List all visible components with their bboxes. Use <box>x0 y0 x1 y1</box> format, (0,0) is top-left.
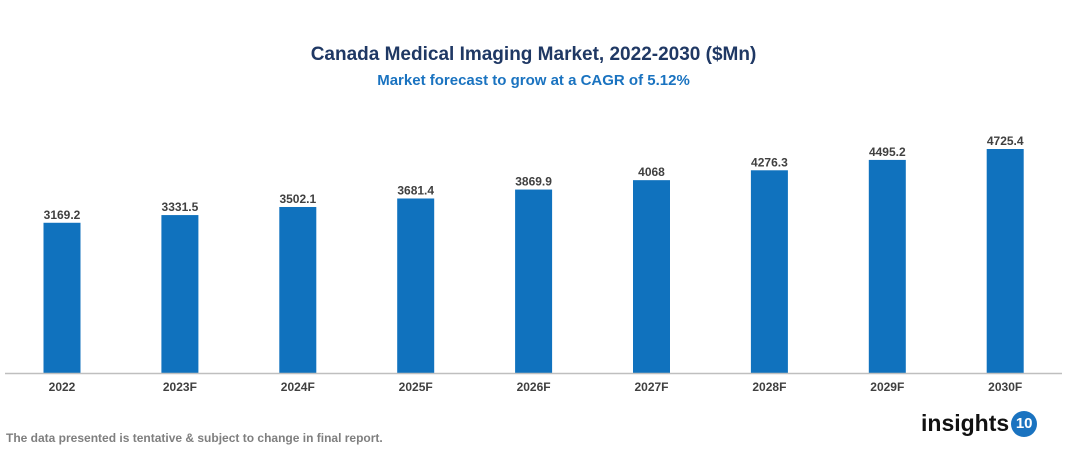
bar-2024F <box>279 206 317 373</box>
x-tick-label: 2025F <box>399 380 433 394</box>
logo-text: insights <box>921 410 1010 436</box>
x-tick-label: 2022 <box>49 380 76 394</box>
x-tick-label: 2027F <box>634 380 668 394</box>
data-label: 4068 <box>638 165 665 179</box>
bar-2022 <box>43 222 81 373</box>
x-tick-label: 2029F <box>870 380 904 394</box>
insights10-logo: insights 10 <box>921 410 1038 437</box>
data-label: 4276.3 <box>751 155 788 169</box>
chart-title: Canada Medical Imaging Market, 2022-2030… <box>310 44 757 65</box>
bar-2028F <box>750 170 788 373</box>
x-tick-label: 2024F <box>281 380 315 394</box>
bar-2023F <box>161 215 199 373</box>
bar-2030F <box>986 149 1024 373</box>
bar-2029F <box>868 159 906 373</box>
data-label: 3169.2 <box>44 208 81 222</box>
data-label: 4495.2 <box>869 145 906 159</box>
x-tick-label: 2028F <box>752 380 786 394</box>
data-label: 3331.5 <box>162 200 199 214</box>
bar-2027F <box>633 180 670 373</box>
data-label: 3869.9 <box>515 175 552 189</box>
x-tick-label: 2030F <box>988 380 1022 394</box>
bar-2026F <box>515 189 553 373</box>
chart-subtitle: Market forecast to grow at a CAGR of 5.1… <box>377 72 690 89</box>
x-tick-label: 2023F <box>163 380 197 394</box>
x-tick-label: 2026F <box>517 380 551 394</box>
data-label: 4725.4 <box>987 134 1024 148</box>
data-label: 3502.1 <box>279 192 316 206</box>
footnote: The data presented is tentative & subjec… <box>6 431 383 445</box>
bar-2025F <box>397 198 435 373</box>
data-label: 3681.4 <box>397 183 434 197</box>
logo-badge: 10 <box>1011 410 1038 437</box>
